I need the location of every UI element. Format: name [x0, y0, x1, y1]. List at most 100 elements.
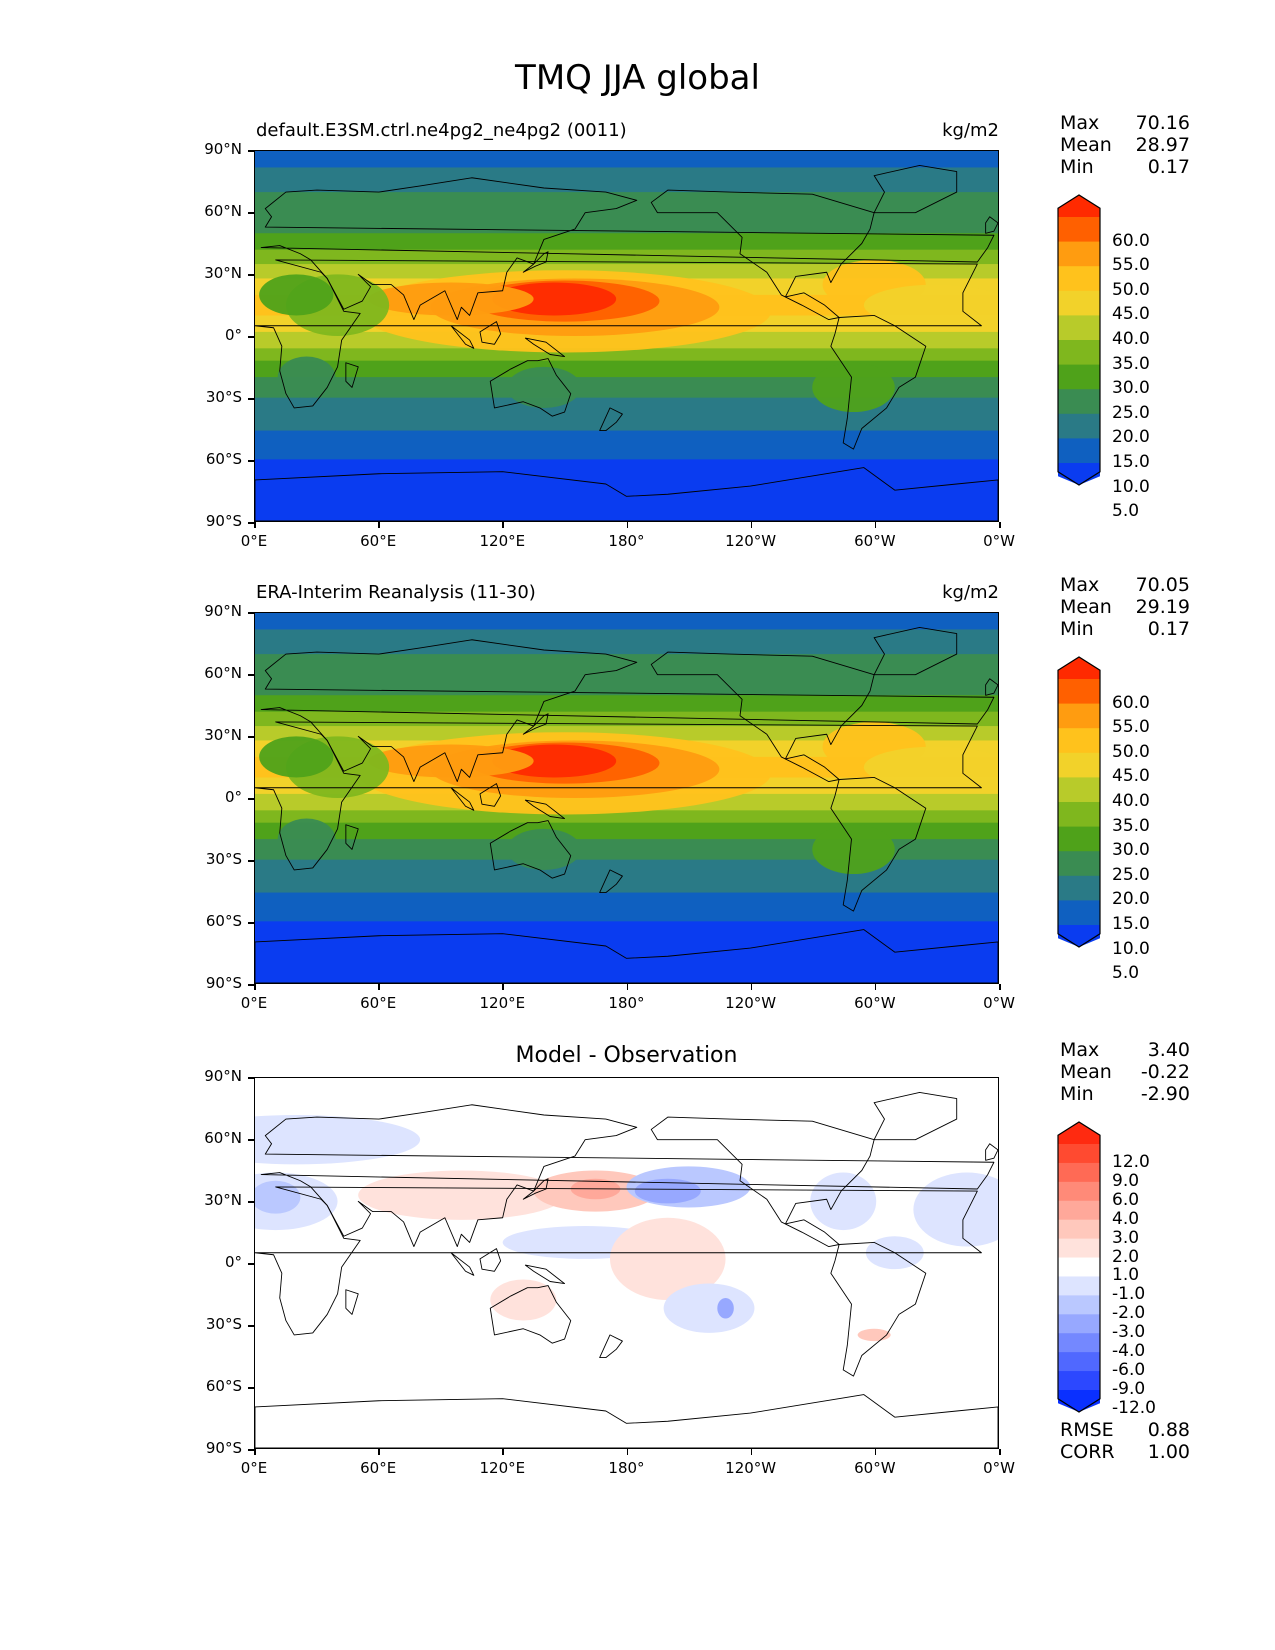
panel-title: default.E3SM.ctrl.ne4pg2_ne4pg2 (0011) — [256, 120, 627, 141]
x-tick-mark — [254, 522, 256, 528]
coastline-1 — [260, 1104, 995, 1248]
y-tick-label: 60°S — [205, 912, 242, 930]
colorbar-tick-label: 45.0 — [1112, 766, 1150, 787]
coastline-12 — [985, 216, 998, 234]
colorbar-tick-label: 40.0 — [1112, 329, 1150, 349]
colorbar-outline — [1057, 194, 1101, 486]
x-tick-label: 0°W — [983, 994, 1015, 1012]
coastline-11 — [450, 1252, 475, 1276]
colorbar-segment — [1058, 900, 1100, 926]
coastline-13 — [524, 337, 566, 358]
stat-label: Max — [1060, 112, 1100, 134]
colorbar-tick-label: -1.0 — [1112, 1284, 1146, 1305]
y-tick-mark — [248, 460, 254, 462]
colorbar-outline — [1057, 1121, 1101, 1413]
coastline-5 — [873, 164, 958, 214]
stat-row: Min -2.90 — [1060, 1083, 1190, 1105]
colorbar — [1057, 656, 1102, 948]
coastline-7 — [345, 362, 359, 388]
map-plot-area — [254, 150, 999, 522]
colorbar-tick-label: 60.0 — [1112, 230, 1150, 251]
stat-label: Max — [1060, 574, 1100, 596]
colorbar-tick-label: 10.0 — [1112, 938, 1150, 959]
stat-value: -0.22 — [1140, 1061, 1190, 1083]
contour-field — [255, 1078, 998, 1448]
y-tick-mark — [248, 984, 254, 986]
stat-value: 28.97 — [1135, 134, 1190, 156]
coastline-1 — [260, 639, 995, 783]
y-tick-mark — [248, 1325, 254, 1327]
colorbar-segment — [1058, 241, 1100, 267]
y-tick-mark — [248, 1387, 254, 1389]
y-tick-label: 30°N — [204, 726, 242, 744]
y-tick-mark — [248, 1077, 254, 1079]
y-tick-mark — [248, 1139, 254, 1141]
y-tick-label: 30°N — [204, 1191, 242, 1209]
colorbar-tick-label: 20.0 — [1112, 889, 1150, 910]
y-tick-mark — [248, 336, 254, 338]
coastline-10 — [479, 321, 502, 345]
x-tick-mark — [874, 984, 877, 990]
y-tick-label: 60°S — [205, 1377, 242, 1395]
colorbar-tick-label: 25.0 — [1112, 864, 1150, 885]
stat-row: Min 0.17 — [1060, 618, 1190, 640]
coastline-6 — [255, 1394, 998, 1448]
x-tick-label: 60°E — [360, 1459, 397, 1477]
x-tick-mark — [750, 984, 753, 990]
y-tick-label: 60°N — [204, 664, 242, 682]
coastline-12 — [985, 678, 998, 696]
x-tick-mark — [626, 1449, 628, 1455]
colorbar-tick-label: -9.0 — [1112, 1379, 1146, 1399]
y-tick-mark — [248, 274, 254, 276]
colorbar-extend-min — [1058, 925, 1100, 947]
x-tick-label: 180° — [608, 1459, 645, 1477]
colorbar-segment — [1058, 1181, 1100, 1202]
coastline-13 — [524, 799, 566, 820]
y-tick-label: 30°S — [205, 1315, 242, 1333]
y-tick-mark — [248, 1201, 254, 1203]
x-tick-mark — [999, 522, 1001, 528]
y-tick-label: 90°N — [204, 1067, 242, 1085]
x-tick-label: 60°E — [360, 532, 397, 550]
y-tick-label: 30°S — [205, 388, 242, 406]
stat-row: Mean 28.97 — [1060, 134, 1190, 156]
stat-label: Mean — [1060, 596, 1112, 618]
colorbar-segment — [1058, 1295, 1100, 1315]
coastline-11 — [450, 325, 475, 349]
colorbar-segment — [1058, 703, 1100, 729]
colorbar-segment — [1058, 290, 1100, 316]
colorbar-tick-label: 4.0 — [1112, 1208, 1140, 1229]
coastline-8 — [522, 713, 549, 735]
x-tick-mark — [626, 984, 628, 990]
colorbar-segment — [1058, 315, 1100, 341]
panel-diff: Model - Observation 90°N 60°N 30°N 0° 30°S 60°… — [0, 0, 1275, 1477]
colorbar-tick-label: 10.0 — [1112, 476, 1150, 497]
colorbar — [1057, 194, 1102, 486]
x-tick-label: 60°E — [360, 994, 397, 1012]
x-tick-label: 120°E — [479, 994, 526, 1012]
stats-box: Max 70.05 Mean 29.19 Min 0.17 — [1060, 574, 1190, 640]
x-tick-mark — [254, 984, 256, 990]
colorbar-tick-label: 9.0 — [1112, 1170, 1140, 1191]
colorbar-segment — [1058, 413, 1100, 439]
colorbar-segment — [1058, 364, 1100, 390]
stat-value: 0.17 — [1147, 156, 1190, 178]
colorbar-segment — [1058, 1371, 1100, 1391]
colorbar-segment — [1058, 1352, 1100, 1372]
x-tick-label: 0°E — [240, 994, 268, 1012]
colorbar-segment — [1058, 266, 1100, 292]
coastline-13 — [524, 1264, 566, 1285]
coastline-3 — [830, 314, 927, 450]
y-tick-mark — [248, 212, 254, 214]
stat-row: RMSE 0.88 — [1060, 1419, 1190, 1441]
panel-units: kg/m2 — [942, 120, 999, 141]
panel-title: Model - Observation — [515, 1043, 738, 1068]
colorbar-extend-min — [1058, 463, 1100, 485]
colorbar-tick-label: -4.0 — [1112, 1341, 1146, 1362]
panel-units: kg/m2 — [942, 582, 999, 603]
colorbar-tick-label: 20.0 — [1112, 427, 1150, 448]
colorbar-segment — [1058, 438, 1100, 464]
colorbar — [1057, 1121, 1102, 1413]
y-tick-mark — [248, 1263, 254, 1265]
colorbar-segment — [1058, 802, 1100, 828]
